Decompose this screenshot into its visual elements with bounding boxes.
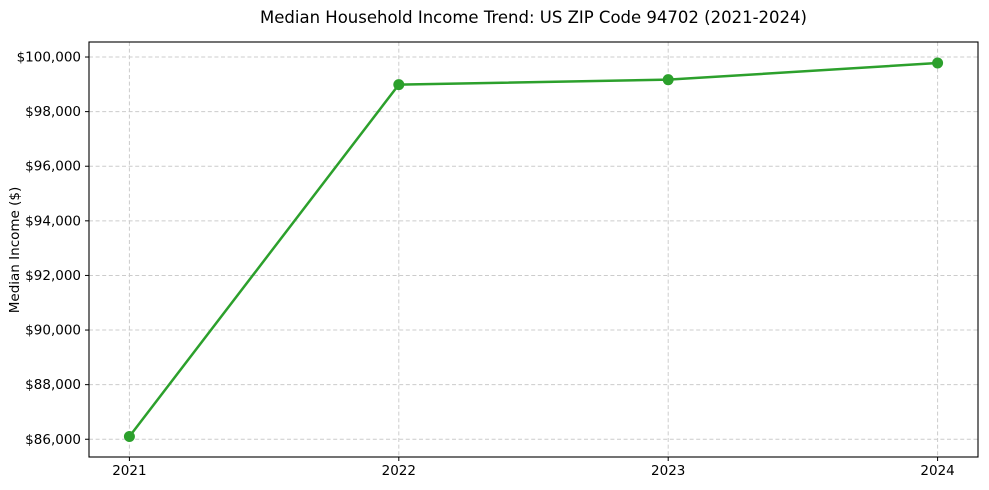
y-tick-label: $92,000 (25, 268, 81, 284)
trend-line (128, 61, 939, 438)
x-tick-label: 2023 (651, 463, 685, 479)
x-tick-label: 2024 (920, 463, 954, 479)
y-tick-label: $94,000 (25, 213, 81, 229)
data-point-2022 (393, 79, 405, 91)
x-tick-label: 2022 (382, 463, 416, 479)
axes-border (88, 41, 979, 458)
y-tick-label: $86,000 (25, 432, 81, 448)
y-tick-label: $100,000 (17, 50, 81, 66)
y-tick-label: $90,000 (25, 323, 81, 339)
data-point-2021 (123, 431, 135, 443)
chart-title: Median Household Income Trend: US ZIP Co… (260, 8, 807, 27)
y-tick-label: $96,000 (25, 159, 81, 175)
data-point-2024 (932, 57, 944, 69)
data-point-2023 (662, 74, 674, 86)
y-tick-label: $98,000 (25, 104, 81, 120)
x-tick-label: 2021 (112, 463, 146, 479)
y-tick-label: $88,000 (25, 377, 81, 393)
